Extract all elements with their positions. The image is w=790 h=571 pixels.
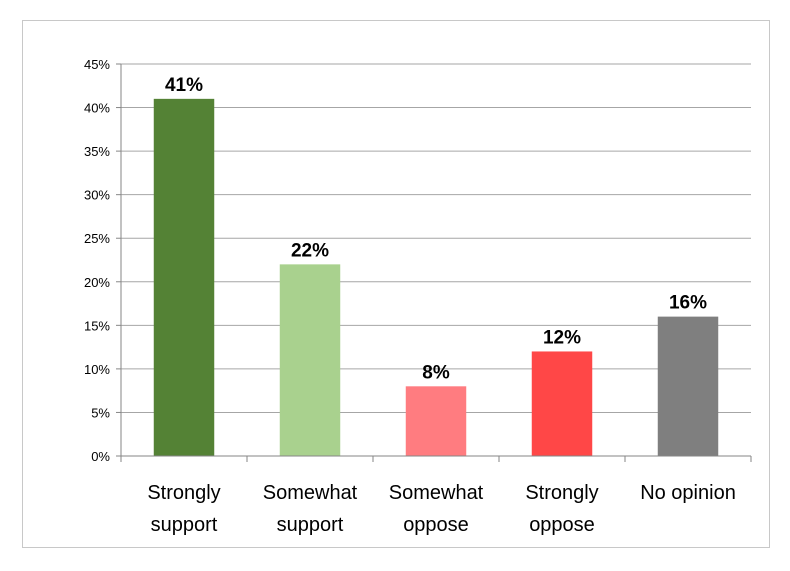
axes: [116, 63, 752, 462]
bar: [657, 316, 719, 456]
category-label: Strongly support: [147, 482, 220, 536]
y-tick-label: 30%: [84, 188, 110, 203]
bar: [279, 264, 341, 456]
y-tick-label: 20%: [84, 275, 110, 290]
category-label: Somewhat oppose: [389, 482, 484, 536]
gridlines: [121, 63, 751, 413]
y-tick-label: 45%: [84, 57, 110, 72]
category-label: Somewhat support: [263, 482, 358, 536]
data-label: 12%: [543, 327, 581, 348]
y-tick-label: 40%: [84, 101, 110, 116]
y-tick-label: 35%: [84, 144, 110, 159]
bar: [153, 98, 215, 456]
y-tick-label: 15%: [84, 318, 110, 333]
data-label: 41%: [165, 75, 203, 96]
y-tick-label: 5%: [91, 405, 110, 420]
category-label: Strongly oppose: [525, 482, 598, 536]
y-tick-label: 10%: [84, 362, 110, 377]
y-tick-label: 25%: [84, 231, 110, 246]
labels: 0% 5% 10% 15% 20% 25% 30% 35% 40% 45% 41% Strongly s…: [84, 57, 736, 536]
data-label: 16%: [669, 293, 707, 314]
data-label: 8%: [422, 362, 450, 383]
bars: [153, 98, 719, 456]
y-tick-label: 0%: [91, 449, 110, 464]
data-label: 22%: [291, 240, 329, 261]
bar: [531, 351, 593, 456]
category-label: No opinion: [640, 482, 736, 504]
bar: [405, 386, 467, 456]
